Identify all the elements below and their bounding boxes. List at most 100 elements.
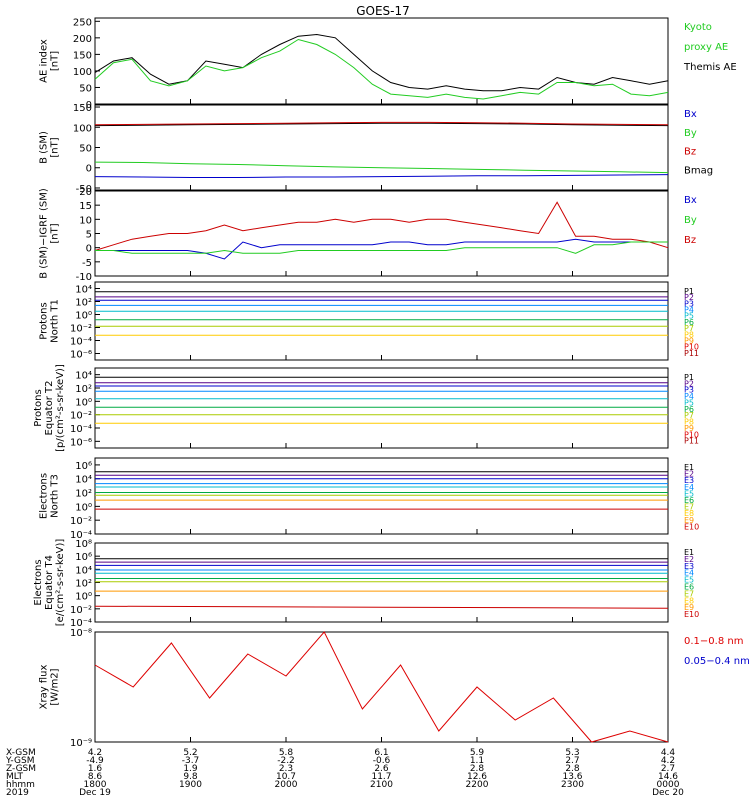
orbit-cell: 13.6: [562, 772, 582, 782]
orbit-cell: 8.6: [88, 772, 103, 782]
orbit-row-label: MLT: [6, 772, 24, 782]
orbit-cell: 4.2: [661, 756, 675, 766]
ytick-label-bsm: -50: [76, 184, 92, 195]
panel-frame-pe: [94, 367, 669, 449]
legend-pe: P11: [684, 437, 699, 446]
orbit-cell: -3.7: [182, 756, 200, 766]
ytick-label-bigrf: 5: [86, 230, 92, 241]
orbit-cell: 2100: [370, 780, 393, 790]
legend-pe: P5: [684, 398, 694, 407]
ytick-label-en: 10²: [75, 489, 92, 500]
ytick-label-bigrf: 20: [79, 187, 92, 198]
plot-title: GOES-17: [356, 4, 410, 18]
panel-frame-pn: [94, 281, 669, 361]
orbit-cell: 1.6: [88, 764, 103, 774]
ytick-label-ae: 200: [73, 34, 92, 45]
orbit-cell: 5.3: [565, 748, 579, 758]
legend-ee: E7: [684, 589, 694, 598]
orbit-cell: 9.8: [183, 772, 198, 782]
legend-xray: 0.05−0.4 nm: [684, 656, 750, 667]
ytick-label-pe: 10⁻⁴: [70, 424, 92, 435]
ytick-label-xray: 10⁻⁹: [70, 738, 92, 749]
orbit-cell: 2.8: [470, 764, 485, 774]
orbit-cell: 2300: [561, 780, 584, 790]
legend-pn: P9: [684, 336, 694, 345]
ytick-label-ee: 10⁻²: [70, 605, 92, 616]
series-bsm-Bx: [94, 174, 669, 178]
legend-ee: E2: [684, 555, 694, 564]
ytick-label-pn: 10⁻²: [70, 324, 92, 335]
panel-frame-ae: [94, 17, 669, 105]
ylabel-xray: [W/m2]: [50, 668, 61, 705]
ylabel-ae: AE index: [39, 39, 50, 83]
ytick-label-pe: 10⁰: [75, 397, 92, 408]
series-xray-0.1−0.8 nm: [94, 631, 669, 743]
orbit-cell: Dec 19: [79, 788, 111, 798]
ytick-label-pe: 10²: [75, 384, 92, 395]
legend-xray: 0.1−0.8 nm: [684, 636, 743, 647]
legend-pn: P11: [684, 349, 699, 358]
ylabel-ee: Equator T4: [44, 555, 55, 610]
orbit-cell: 1.1: [470, 756, 484, 766]
orbit-cell: 6.1: [374, 748, 388, 758]
legend-ee: E1: [684, 548, 694, 557]
orbit-cell: 4.2: [88, 748, 102, 758]
series-bsm-By: [94, 161, 669, 174]
legend-ae: Themis AE: [683, 62, 737, 73]
orbit-cell: 2.3: [279, 764, 293, 774]
legend-bigrf: Bx: [684, 195, 697, 206]
ytick-label-en: 10⁴: [75, 475, 92, 486]
ytick-label-ee: 10⁸: [75, 539, 92, 550]
ytick-label-pe: 10⁴: [75, 371, 92, 382]
orbit-cell: 2.7: [661, 764, 675, 774]
series-bsm-Bmag: [94, 122, 669, 127]
legend-pe: P4: [684, 392, 694, 401]
orbit-cell: 1900: [179, 780, 202, 790]
legend-ee: E6: [684, 583, 694, 592]
legend-ee: E3: [684, 562, 694, 571]
orbit-cell: 4.4: [661, 748, 676, 758]
orbit-cell: 14.6: [658, 772, 678, 782]
ytick-label-ee: 10⁶: [75, 552, 92, 563]
ytick-label-pn: 10⁻⁶: [70, 350, 92, 361]
ylabel-pe: [p/(cm²-s-sr-keV)]: [55, 364, 66, 452]
legend-pn: P8: [684, 330, 694, 339]
ytick-label-bsm: 0: [86, 164, 92, 175]
series-bigrf-Bx: [95, 238, 668, 260]
legend-ee: E10: [684, 610, 699, 619]
orbit-cell: 0000: [657, 780, 680, 790]
orbit-cell: 11.7: [371, 772, 391, 782]
legend-en: E1: [684, 463, 694, 472]
legend-pn: P6: [684, 318, 694, 327]
legend-pe: P8: [684, 418, 694, 427]
ylabel-ee: Electrons: [33, 559, 44, 605]
orbit-cell: 5.2: [183, 748, 197, 758]
orbit-cell: 12.6: [467, 772, 487, 782]
legend-ee: E5: [684, 576, 694, 585]
legend-en: E5: [684, 489, 694, 498]
orbit-cell: -4.9: [86, 756, 104, 766]
legend-pe: P10: [684, 430, 699, 439]
legend-en: E7: [684, 503, 694, 512]
series-bsm-Bz: [94, 121, 669, 126]
legend-pn: P2: [684, 293, 694, 302]
legend-pn: P5: [684, 312, 694, 321]
orbit-cell: 10.7: [276, 772, 296, 782]
orbit-cell: 2000: [275, 780, 298, 790]
ylabel-en: Electrons: [39, 473, 50, 519]
ytick-label-en: 10⁻⁴: [70, 530, 92, 541]
ytick-label-bigrf: -5: [82, 258, 92, 269]
ylabel-bsm: [nT]: [50, 137, 61, 157]
legend-ee: E8: [684, 596, 694, 605]
legend-pe: P1: [684, 373, 694, 382]
legend-ee: E9: [684, 603, 694, 612]
series-bigrf-By: [95, 241, 668, 254]
legend-pn: P7: [684, 324, 694, 333]
ylabel-bigrf: B (SM)−IGRF (SM): [39, 188, 50, 279]
ytick-label-pn: 10⁻⁴: [70, 337, 92, 348]
ytick-label-pn: 10²: [75, 298, 92, 309]
ytick-label-ee: 10⁻⁴: [70, 618, 92, 629]
orbit-row-label: X-GSM: [6, 748, 36, 758]
ytick-label-pn: 10⁴: [75, 285, 92, 296]
legend-bsm: By: [684, 128, 697, 139]
